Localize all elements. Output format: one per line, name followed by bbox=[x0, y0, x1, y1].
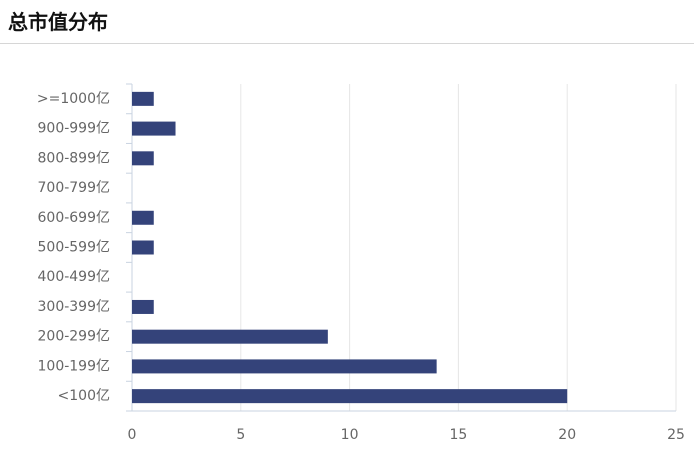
x-tick-label: 25 bbox=[667, 427, 685, 443]
chart-title: 总市值分布 bbox=[8, 10, 108, 34]
y-tick-label: 400-499亿 bbox=[38, 269, 111, 285]
bar bbox=[132, 151, 154, 166]
y-tick-label: 100-199亿 bbox=[38, 358, 111, 374]
bar bbox=[132, 240, 154, 255]
y-tick-label: 500-599亿 bbox=[38, 240, 111, 256]
y-tick-label: 200-299亿 bbox=[38, 329, 111, 345]
y-tick-label: >=1000亿 bbox=[37, 91, 110, 107]
y-tick-label: 900-999亿 bbox=[38, 121, 111, 137]
y-tick-label: 300-399亿 bbox=[38, 299, 111, 315]
x-tick-label: 10 bbox=[341, 427, 359, 443]
bar bbox=[132, 389, 568, 404]
bar bbox=[132, 359, 437, 374]
bar bbox=[132, 299, 154, 314]
x-tick-label: 0 bbox=[128, 427, 137, 443]
y-tick-label: 600-699亿 bbox=[38, 210, 111, 226]
x-tick-label: 5 bbox=[236, 427, 245, 443]
chart: 0 5 10 15 20 25 <100亿 100-199亿 200-299亿 300-399亿 4… bbox=[37, 83, 685, 443]
bar bbox=[132, 210, 154, 225]
x-tick-label: 20 bbox=[558, 427, 576, 443]
x-tick-label: 15 bbox=[449, 427, 467, 443]
bar bbox=[132, 121, 176, 136]
y-tick-label: 700-799亿 bbox=[38, 180, 111, 196]
y-tick-label: <100亿 bbox=[58, 388, 110, 404]
header: 总市值分布 bbox=[0, 0, 694, 44]
bar bbox=[132, 329, 328, 344]
y-tick-label: 800-899亿 bbox=[38, 150, 111, 166]
bar bbox=[132, 91, 154, 106]
